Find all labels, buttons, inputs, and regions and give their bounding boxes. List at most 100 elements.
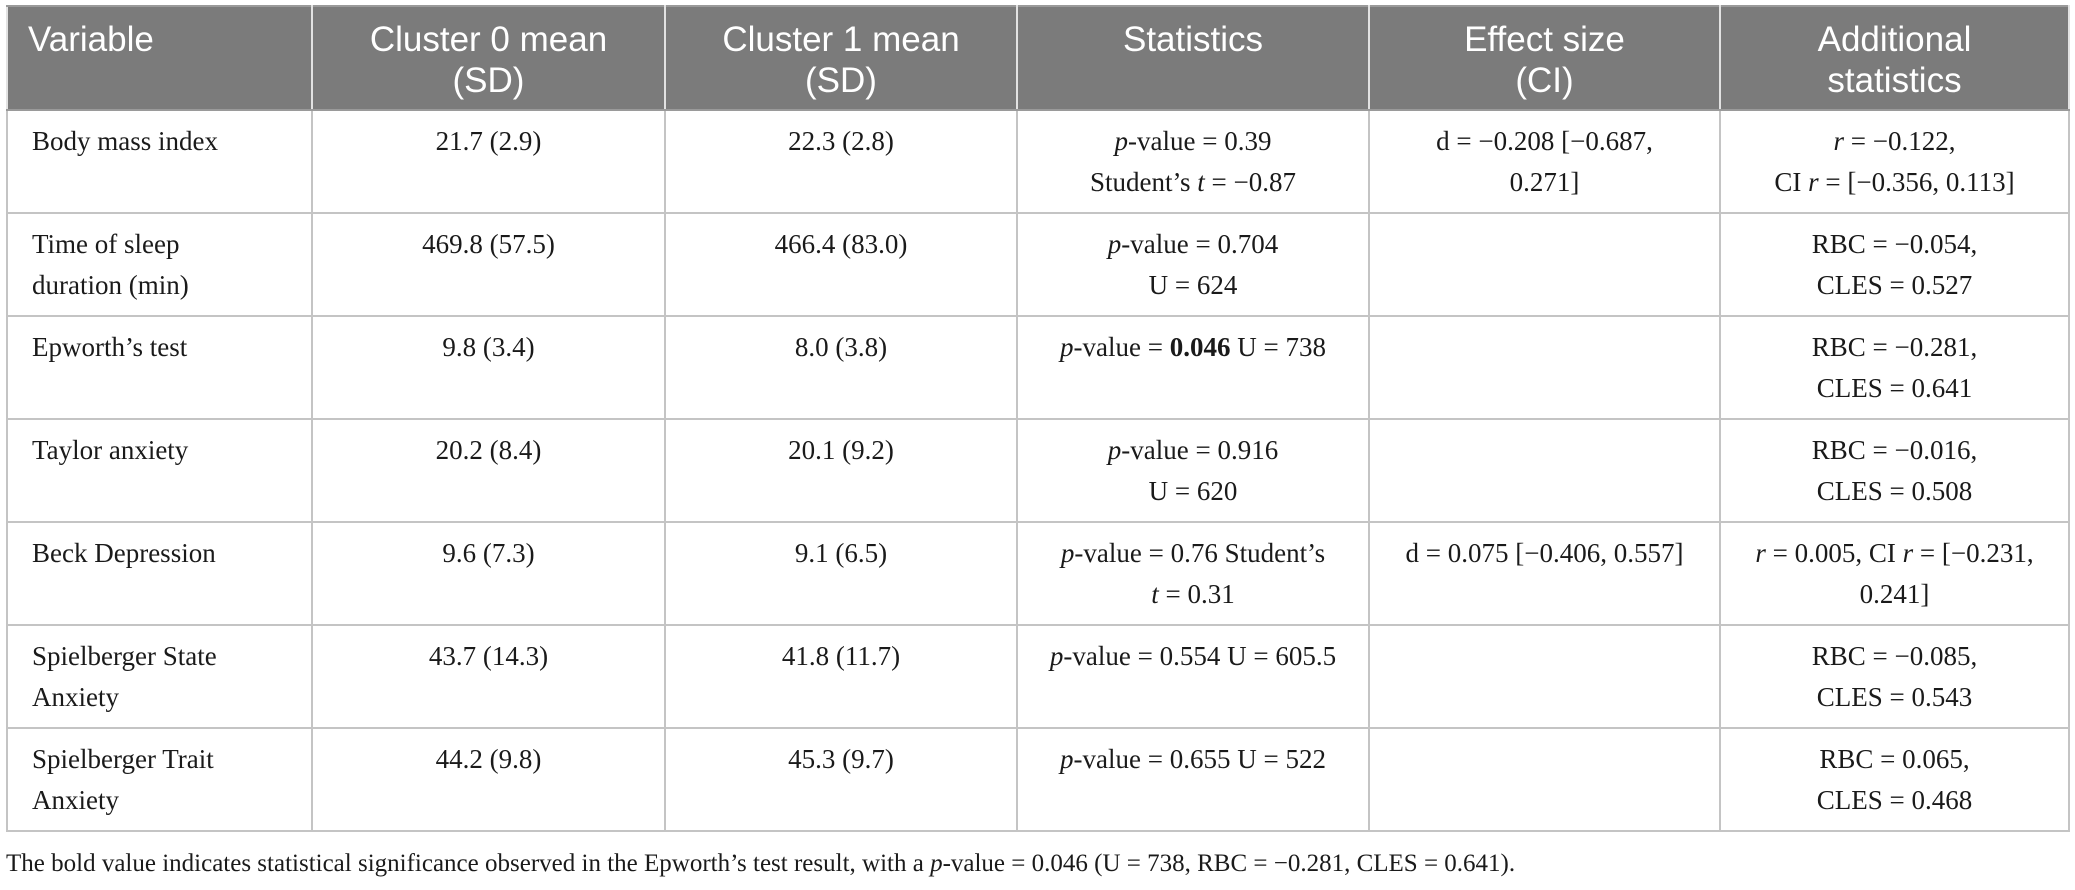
cell-variable: Taylor anxiety [6,418,313,523]
cell-additional-statistics: r = 0.005, CI r = [−0.231, 0.241] [1719,521,2070,626]
variable-name-line: Spielberger Trait [32,744,214,774]
cell-statistics: p-value = 0.046 U = 738 [1016,315,1370,420]
variable-name-line: Anxiety [32,785,119,815]
additional-stat-text: CLES = 0.468 [1816,785,1973,815]
cell-effect-size [1368,212,1721,317]
cell-statistics: p-value = 0.76 Student’s t = 0.31 [1016,521,1370,626]
header-additional-line1: Additional [1817,20,1972,59]
additional-stat-text: RBC = −0.281, [1811,332,1978,362]
table-row: Beck Depression 9.6 (7.3) 9.1 (6.5) p-value… [6,521,2070,626]
cell-variable: Beck Depression [6,521,313,626]
cell-statistics: p-value = 0.916 U = 620 [1016,418,1370,523]
cell-additional-statistics: RBC = −0.054, CLES = 0.527 [1719,212,2070,317]
additional-stat-text: = −0.122, [1844,126,1956,156]
header-cluster0-line2: (SD) [452,61,525,100]
p-symbol: p [1107,435,1122,465]
test-symbol: t [1151,579,1159,609]
cell-cluster1-mean: 22.3 (2.8) [664,109,1018,214]
variable-name-line: duration (min) [32,270,189,300]
results-table: Variable Cluster 0 mean (SD) Cluster 1 m… [6,5,2070,832]
p-equals: -value = [1063,641,1160,671]
cell-additional-statistics: RBC = −0.016, CLES = 0.508 [1719,418,2070,523]
additional-stat-text: CI [1774,167,1809,197]
additional-stat-text: = 0.005, CI [1765,538,1903,568]
footnote-text-pre: The bold value indicates statistical sig… [6,850,931,877]
footnote-p-symbol: p [930,850,943,877]
cell-statistics: p-value = 0.39 Student’s t = −0.87 [1016,109,1370,214]
table-footnote: The bold value indicates statistical sig… [6,850,1515,878]
header-cluster0: Cluster 0 mean (SD) [311,5,666,111]
header-statistics-label: Statistics [1122,20,1264,59]
p-symbol: p [1107,229,1122,259]
table-row: Taylor anxiety 20.2 (8.4) 20.1 (9.2) p-valu… [6,418,2070,523]
p-equals: -value = [1121,435,1218,465]
variable-name-line: Anxiety [32,682,119,712]
additional-stat-text: CLES = 0.641 [1816,373,1973,403]
cell-cluster0-mean: 9.8 (3.4) [311,315,666,420]
p-symbol: p [1060,332,1074,362]
variable-name-line: Taylor anxiety [32,435,189,465]
header-variable-label: Variable [28,20,154,59]
test-statistic-label: U = 624 [1148,270,1238,300]
header-effect-size: Effect size (CI) [1368,5,1721,111]
additional-stat-text: r [1902,538,1914,568]
table-row: Epworth’s test 9.8 (3.4) 8.0 (3.8) p-value … [6,315,2070,420]
additional-stat-text: CLES = 0.508 [1816,476,1973,506]
additional-stat-text: RBC = −0.054, [1811,229,1978,259]
cell-effect-size [1368,727,1721,832]
cell-variable: Time of sleep duration (min) [6,212,313,317]
variable-name-line: Body mass index [32,126,218,156]
p-value: 0.046 [1169,332,1231,362]
header-additional: Additional statistics [1719,5,2070,111]
p-value: 0.704 [1217,229,1279,259]
cell-variable: Body mass index [6,109,313,214]
test-statistic-label: U = 605.5 [1220,641,1337,671]
cell-cluster1-mean: 9.1 (6.5) [664,521,1018,626]
p-value: 0.76 [1170,538,1218,568]
cell-cluster0-mean: 9.6 (7.3) [311,521,666,626]
table-row: Body mass index 21.7 (2.9) 22.3 (2.8) p-val… [6,109,2070,214]
cell-cluster0-mean: 44.2 (9.8) [311,727,666,832]
p-equals: -value = [1073,332,1170,362]
p-value: 0.39 [1224,126,1272,156]
header-cluster1-line2: (SD) [805,61,877,100]
header-cluster1-line1: Cluster 1 mean [722,20,960,59]
cell-additional-statistics: RBC = −0.281, CLES = 0.641 [1719,315,2070,420]
additional-stat-text: RBC = −0.016, [1811,435,1978,465]
header-additional-line2: statistics [1827,61,1962,100]
test-statistic-value: = −0.87 [1204,167,1296,197]
additional-stat-text: RBC = −0.085, [1811,641,1978,671]
test-statistic-label: U = 522 [1230,744,1326,774]
effect-line: 0.271] [1509,167,1580,197]
cell-variable: Spielberger State Anxiety [6,624,313,729]
additional-stat-text: r [1755,538,1766,568]
cell-cluster0-mean: 469.8 (57.5) [311,212,666,317]
test-statistic-label: Student’s [1090,167,1198,197]
p-value: 0.916 [1217,435,1279,465]
results-table-container: Variable Cluster 0 mean (SD) Cluster 1 m… [6,5,2070,832]
cell-variable: Epworth’s test [6,315,313,420]
cell-cluster1-mean: 466.4 (83.0) [664,212,1018,317]
cell-additional-statistics: RBC = 0.065, CLES = 0.468 [1719,727,2070,832]
variable-name-line: Spielberger State [32,641,217,671]
table-body: Body mass index 21.7 (2.9) 22.3 (2.8) p-val… [6,109,2070,832]
additional-stat-text: r [1833,126,1845,156]
p-symbol: p [1114,126,1129,156]
p-equals: -value = [1121,229,1218,259]
additional-stat-text: RBC = 0.065, [1819,744,1970,774]
test-symbol: t [1197,167,1205,197]
header-cluster1: Cluster 1 mean (SD) [664,5,1018,111]
p-value: 0.655 [1169,744,1231,774]
header-effect-line1: Effect size [1464,20,1625,59]
cell-cluster1-mean: 45.3 (9.7) [664,727,1018,832]
additional-stat-text: = [−0.356, 0.113] [1818,167,2015,197]
effect-line: d = 0.075 [−0.406, 0.557] [1405,538,1684,568]
test-statistic-label: Student’s [1217,538,1326,568]
cell-effect-size: d = −0.208 [−0.687, 0.271] [1368,109,1721,214]
header-effect-line2: (CI) [1515,61,1574,100]
p-symbol: p [1060,744,1074,774]
p-value: 0.554 [1159,641,1221,671]
cell-cluster0-mean: 21.7 (2.9) [311,109,666,214]
cell-effect-size: d = 0.075 [−0.406, 0.557] [1368,521,1721,626]
table-row: Spielberger Trait Anxiety 44.2 (9.8) 45.3 (… [6,727,2070,832]
